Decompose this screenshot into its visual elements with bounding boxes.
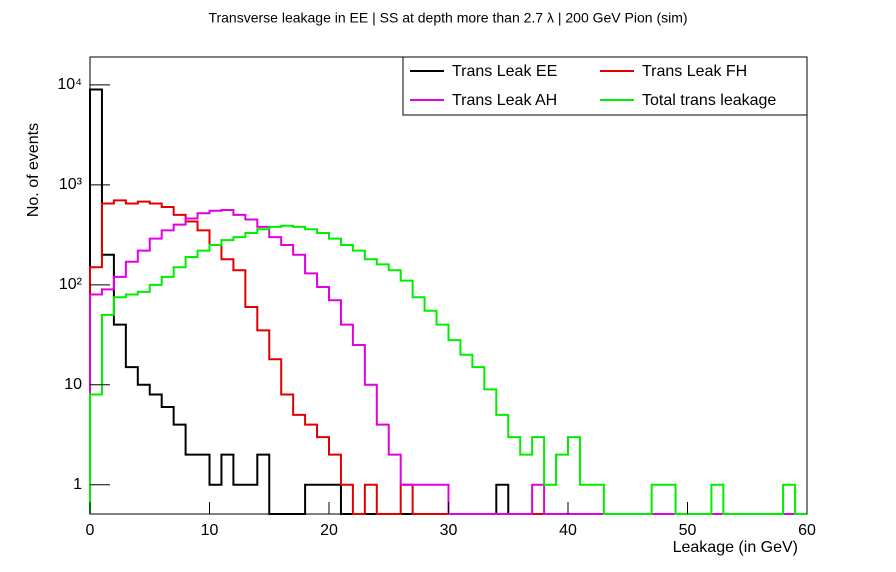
x-axis-label: Leakage (in GeV)	[673, 539, 798, 556]
x-tick-label: 0	[86, 522, 95, 539]
y-tick-label: 10³	[59, 176, 83, 193]
chart-title: Transverse leakage in EE | SS at depth m…	[208, 10, 687, 26]
y-tick-label: 1	[73, 476, 82, 493]
histogram-line	[89, 199, 807, 515]
x-tick-label: 40	[559, 522, 577, 539]
x-tick-label: 10	[201, 522, 219, 539]
legend-label: Trans Leak FH	[642, 63, 747, 80]
plot-frame	[89, 56, 808, 515]
y-tick-label: 10	[64, 376, 82, 393]
legend-label: Total trans leakage	[642, 92, 776, 109]
x-tick-label: 60	[798, 522, 816, 539]
y-tick-label: 10²	[59, 276, 83, 293]
legend-label: Trans Leak EE	[452, 63, 557, 80]
histogram-line	[89, 224, 807, 515]
x-tick-label: 30	[440, 522, 458, 539]
legend-label: Trans Leak AH	[452, 92, 557, 109]
plot-area	[89, 88, 807, 515]
histogram-line	[89, 88, 807, 515]
x-tick-label: 20	[320, 522, 338, 539]
y-axis-label: No. of events	[25, 123, 42, 217]
y-tick-label: 10⁴	[57, 76, 82, 93]
legend-box	[402, 56, 808, 116]
x-tick-label: 50	[679, 522, 697, 539]
